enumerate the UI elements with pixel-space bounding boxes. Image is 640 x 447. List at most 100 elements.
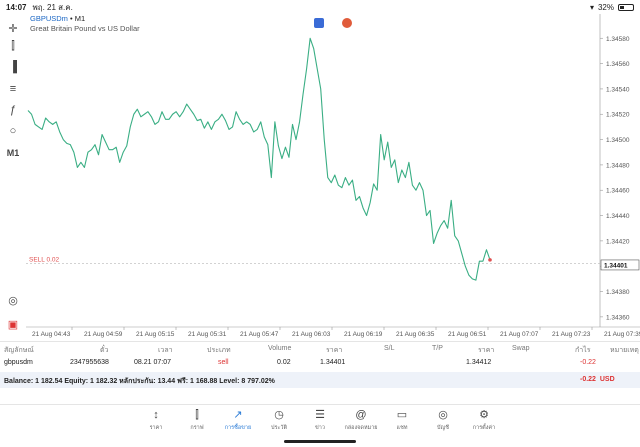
crosshair-icon[interactable]: ✛ xyxy=(8,22,18,35)
x-tick-label: 21 Aug 07:23 xyxy=(552,331,591,338)
objects-icon[interactable]: ≡ xyxy=(9,83,17,95)
trade-buttons xyxy=(314,18,352,28)
column-header[interactable]: Volume xyxy=(268,345,292,352)
chart-description: Great Britain Pound vs US Dollar xyxy=(30,24,140,33)
x-tick-label: 21 Aug 06:03 xyxy=(292,331,331,338)
trade-icon: ↗ xyxy=(233,409,243,421)
status-right: ▾ 32% xyxy=(590,3,634,12)
column-header[interactable]: ตั๋ว xyxy=(100,347,109,354)
position-volume: 0.02 xyxy=(277,359,291,366)
chart-info: GBPUSDm • M1 Great Britain Pound vs US D… xyxy=(30,14,140,34)
news-icon: ☰ xyxy=(315,409,325,421)
tab-label: กราฟ xyxy=(190,425,204,431)
sell-order-label: SELL 0.02 xyxy=(29,257,60,264)
column-header[interactable]: ประเภท xyxy=(207,347,231,354)
tab-label: การซื้อขาย xyxy=(224,425,252,431)
column-header[interactable]: T/P xyxy=(432,345,443,352)
tab-mailbox[interactable]: @ กล่องจดหมาย xyxy=(341,409,381,432)
y-tick-label: 1.34420 xyxy=(606,238,630,245)
settings-icon: ⚙ xyxy=(479,409,489,421)
home-indicator xyxy=(284,440,356,443)
y-tick-label: 1.34560 xyxy=(606,61,630,68)
position-ticket: 2347955638 xyxy=(70,359,109,366)
balance-bar: Balance: 1 182.54 Equity: 1 182.32 หลักป… xyxy=(0,372,640,388)
status-date: พฤ. 21 ส.ค. xyxy=(32,2,73,12)
x-tick-label: 21 Aug 07:39 xyxy=(604,331,640,338)
y-tick-label: 1.34460 xyxy=(606,188,630,195)
function-icon[interactable]: ƒ xyxy=(9,104,17,116)
y-tick-label: 1.34520 xyxy=(606,112,630,119)
one-click-trade-icon[interactable]: ▣ xyxy=(7,318,19,331)
y-tick-label: 1.34440 xyxy=(606,213,630,220)
column-header[interactable]: สัญลักษณ์ xyxy=(4,347,34,354)
indicator-icon[interactable]: ▐ xyxy=(9,61,17,73)
y-tick-label: 1.34360 xyxy=(606,314,630,321)
bottom-tab-bar: ↕ ราคา ⫿ กราฟ ↗ การซื้อขาย ◷ ประวัติ ☰ ข่าว @ กล่อง… xyxy=(0,404,640,447)
tab-chat[interactable]: ▭ แชท xyxy=(382,409,422,432)
positions-table-header: สัญลักษณ์ ตั๋ว เวลา ประเภท Volume ราคา S/L T/P ร… xyxy=(0,341,640,355)
tab-label: ข่าว xyxy=(315,425,325,431)
y-tick-label: 1.34480 xyxy=(606,162,630,169)
charts-icon: ⫿ xyxy=(195,409,199,421)
x-tick-label: 21 Aug 05:15 xyxy=(136,331,175,338)
table-row[interactable]: gbpusdm 2347955638 08.21 07:07 sell 0.02… xyxy=(0,356,640,371)
position-time: 08.21 07:07 xyxy=(134,359,171,366)
x-tick-label: 21 Aug 05:31 xyxy=(188,331,227,338)
timeframe-button[interactable]: M1 xyxy=(6,148,20,158)
x-tick-label: 21 Aug 06:19 xyxy=(344,331,383,338)
chart-refresh-icon[interactable] xyxy=(342,18,352,28)
balance-profit: -0.22 USD xyxy=(580,376,615,383)
x-tick-label: 21 Aug 04:43 xyxy=(32,331,71,338)
tab-label: บัญชี xyxy=(437,425,449,431)
current-price-label: 1.34401 xyxy=(604,262,628,269)
tab-label: ประวัติ xyxy=(270,425,288,431)
price-chart[interactable]: 1.343601.343801.344001.344201.344401.344… xyxy=(26,14,640,340)
x-tick-label: 21 Aug 06:35 xyxy=(396,331,435,338)
balance-text: Balance: 1 182.54 Equity: 1 182.32 หลักป… xyxy=(4,378,275,385)
chart-toolbar: ✛ ⫿ ▐ ≡ ƒ ○ M1 ◎ ▣ xyxy=(0,14,26,340)
x-tick-label: 21 Aug 07:07 xyxy=(500,331,539,338)
position-profit: -0.22 xyxy=(580,359,596,366)
x-tick-label: 21 Aug 05:47 xyxy=(240,331,279,338)
chat-icon: ▭ xyxy=(396,409,408,421)
x-tick-label: 21 Aug 04:59 xyxy=(84,331,123,338)
y-tick-label: 1.34500 xyxy=(606,137,630,144)
chart-separator: • xyxy=(70,14,73,23)
wifi-icon: ▾ xyxy=(589,2,594,12)
history-icon: ◷ xyxy=(274,409,284,421)
tab-accounts[interactable]: ◎ บัญชี xyxy=(423,409,463,432)
column-header[interactable]: เวลา xyxy=(158,347,173,354)
status-time: 14:07 xyxy=(6,2,27,12)
price-line-series xyxy=(27,37,491,281)
mailbox-icon: @ xyxy=(355,409,367,421)
position-open-price: 1.34401 xyxy=(320,359,346,366)
tab-history[interactable]: ◷ ประวัติ xyxy=(259,409,299,432)
last-price-marker xyxy=(488,258,492,262)
zoom-icon[interactable]: ◎ xyxy=(8,294,18,307)
status-bar: 14:07 พฤ. 21 ส.ค. ▾ 32% xyxy=(0,0,640,14)
column-header[interactable]: กำไร xyxy=(575,347,591,354)
column-header[interactable]: หมายเหตุ xyxy=(610,347,639,354)
tab-settings[interactable]: ⚙ การตั้งค่า xyxy=(464,409,504,432)
column-header[interactable]: ราคา xyxy=(326,347,343,354)
tab-quotes[interactable]: ↕ ราคา xyxy=(136,409,176,432)
tab-label: กล่องจดหมาย xyxy=(344,425,378,431)
tab-trade[interactable]: ↗ การซื้อขาย xyxy=(218,409,258,432)
y-tick-label: 1.34580 xyxy=(606,36,630,43)
quotes-icon: ↕ xyxy=(153,409,159,421)
candles-icon[interactable]: ⫿ xyxy=(11,39,15,52)
shapes-icon[interactable]: ○ xyxy=(9,125,17,137)
tab-news[interactable]: ☰ ข่าว xyxy=(300,409,340,432)
y-tick-label: 1.34380 xyxy=(606,289,630,296)
chart-timeframe: M1 xyxy=(74,14,86,23)
column-header[interactable]: S/L xyxy=(384,345,395,352)
column-header[interactable]: Swap xyxy=(512,345,530,352)
chart-trade-icon[interactable] xyxy=(314,18,324,28)
position-type: sell xyxy=(218,359,229,366)
chart-symbol: GBPUSDm xyxy=(30,14,68,23)
tab-label: ราคา xyxy=(149,425,163,431)
x-tick-label: 21 Aug 06:51 xyxy=(448,331,487,338)
tab-charts[interactable]: ⫿ กราฟ xyxy=(177,409,217,432)
position-current-price: 1.34412 xyxy=(466,359,492,366)
column-header[interactable]: ราคา xyxy=(478,347,495,354)
